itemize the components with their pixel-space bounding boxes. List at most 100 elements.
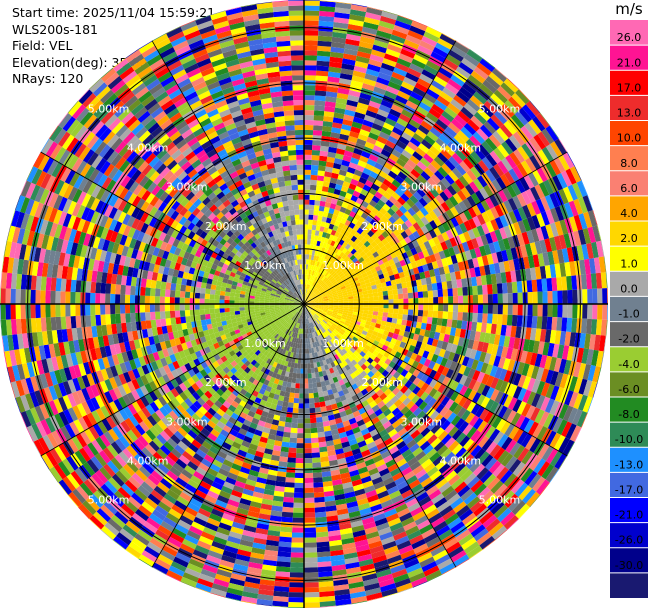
velocity-gate — [249, 422, 258, 430]
velocity-gate — [426, 448, 438, 459]
velocity-gate — [305, 318, 308, 324]
velocity-gate — [342, 155, 352, 163]
velocity-gate — [397, 90, 411, 101]
velocity-gate — [425, 485, 439, 496]
velocity-gate — [425, 569, 442, 582]
velocity-gate — [191, 439, 202, 449]
velocity-gate — [199, 385, 208, 394]
velocity-gate — [294, 393, 300, 399]
velocity-gate — [558, 154, 570, 171]
velocity-gate — [563, 233, 572, 249]
velocity-gate — [147, 415, 158, 427]
velocity-gate — [284, 487, 295, 493]
velocity-gate — [215, 365, 223, 373]
velocity-gate — [353, 534, 368, 543]
velocity-gate — [257, 593, 274, 601]
velocity-gate — [353, 309, 359, 313]
velocity-gate — [384, 481, 397, 491]
velocity-gate — [193, 516, 207, 527]
velocity-gate — [168, 508, 183, 520]
velocity-gate — [316, 361, 321, 368]
velocity-gate — [359, 322, 366, 328]
velocity-gate — [223, 359, 231, 367]
velocity-gate — [233, 337, 240, 344]
velocity-gate — [325, 243, 331, 250]
velocity-gate — [446, 280, 453, 289]
velocity-gate — [297, 318, 301, 324]
velocity-gate — [230, 381, 239, 390]
velocity-gate — [354, 342, 361, 348]
velocity-gate — [328, 182, 337, 189]
velocity-gate — [263, 362, 270, 369]
velocity-gate — [598, 256, 606, 273]
velocity-gate — [243, 336, 250, 342]
velocity-gate — [183, 379, 192, 389]
velocity-gate — [490, 219, 500, 231]
velocity-gate — [327, 71, 341, 78]
velocity-gate — [428, 229, 437, 239]
velocity-gate — [364, 16, 380, 26]
velocity-gate — [371, 416, 380, 425]
velocity-gate — [231, 424, 241, 433]
velocity-gate — [469, 349, 477, 360]
velocity-gate — [227, 356, 235, 364]
velocity-gate — [352, 314, 358, 319]
velocity-gate — [448, 401, 459, 413]
velocity-gate — [316, 341, 320, 347]
velocity-gate — [483, 184, 494, 197]
velocity-gate — [353, 369, 361, 377]
velocity-gate — [226, 370, 234, 378]
velocity-gate — [367, 314, 373, 319]
velocity-gate — [338, 272, 345, 278]
velocity-gate — [370, 226, 378, 234]
velocity-gate — [552, 175, 563, 191]
velocity-gate — [565, 168, 577, 185]
velocity-gate — [259, 579, 275, 586]
velocity-gate — [598, 335, 606, 352]
velocity-gate — [421, 69, 436, 80]
velocity-gate — [562, 304, 568, 318]
velocity-gate — [273, 367, 279, 374]
velocity-gate — [173, 556, 189, 568]
velocity-gate — [347, 464, 358, 473]
velocity-gate — [340, 217, 347, 225]
velocity-gate — [283, 314, 288, 319]
velocity-gate — [502, 407, 513, 421]
velocity-gate — [525, 405, 536, 420]
velocity-gate — [382, 540, 397, 550]
velocity-gate — [254, 429, 263, 437]
velocity-gate — [307, 234, 312, 240]
velocity-gate — [248, 505, 261, 514]
velocity-gate — [340, 372, 347, 380]
velocity-gate — [346, 99, 359, 107]
velocity-gate — [439, 33, 456, 46]
velocity-gate — [322, 121, 333, 128]
velocity-gate — [79, 482, 94, 498]
velocity-gate — [525, 101, 540, 117]
velocity-gate — [330, 240, 336, 247]
velocity-gate — [184, 465, 196, 476]
velocity-gate — [388, 153, 399, 163]
velocity-gate — [481, 373, 490, 385]
velocity-gate — [276, 322, 282, 328]
velocity-gate — [374, 230, 382, 238]
velocity-gate — [245, 479, 257, 487]
velocity-gate — [225, 503, 238, 513]
velocity-gate — [441, 257, 449, 267]
velocity-gate — [279, 415, 287, 422]
velocity-gate — [173, 430, 185, 441]
velocity-gate — [225, 420, 235, 429]
velocity-gate — [573, 377, 583, 394]
velocity-gate — [308, 393, 314, 399]
velocity-gate — [371, 195, 380, 204]
velocity-gate — [361, 400, 369, 408]
velocity-gate — [581, 180, 588, 196]
velocity-gate — [464, 250, 473, 261]
velocity-gate — [561, 345, 570, 360]
velocity-gate — [467, 258, 475, 269]
velocity-gate — [600, 351, 605, 368]
velocity-gate — [196, 540, 212, 551]
velocity-gate — [389, 232, 397, 240]
velocity-gate — [561, 276, 568, 291]
velocity-gate — [128, 476, 141, 489]
